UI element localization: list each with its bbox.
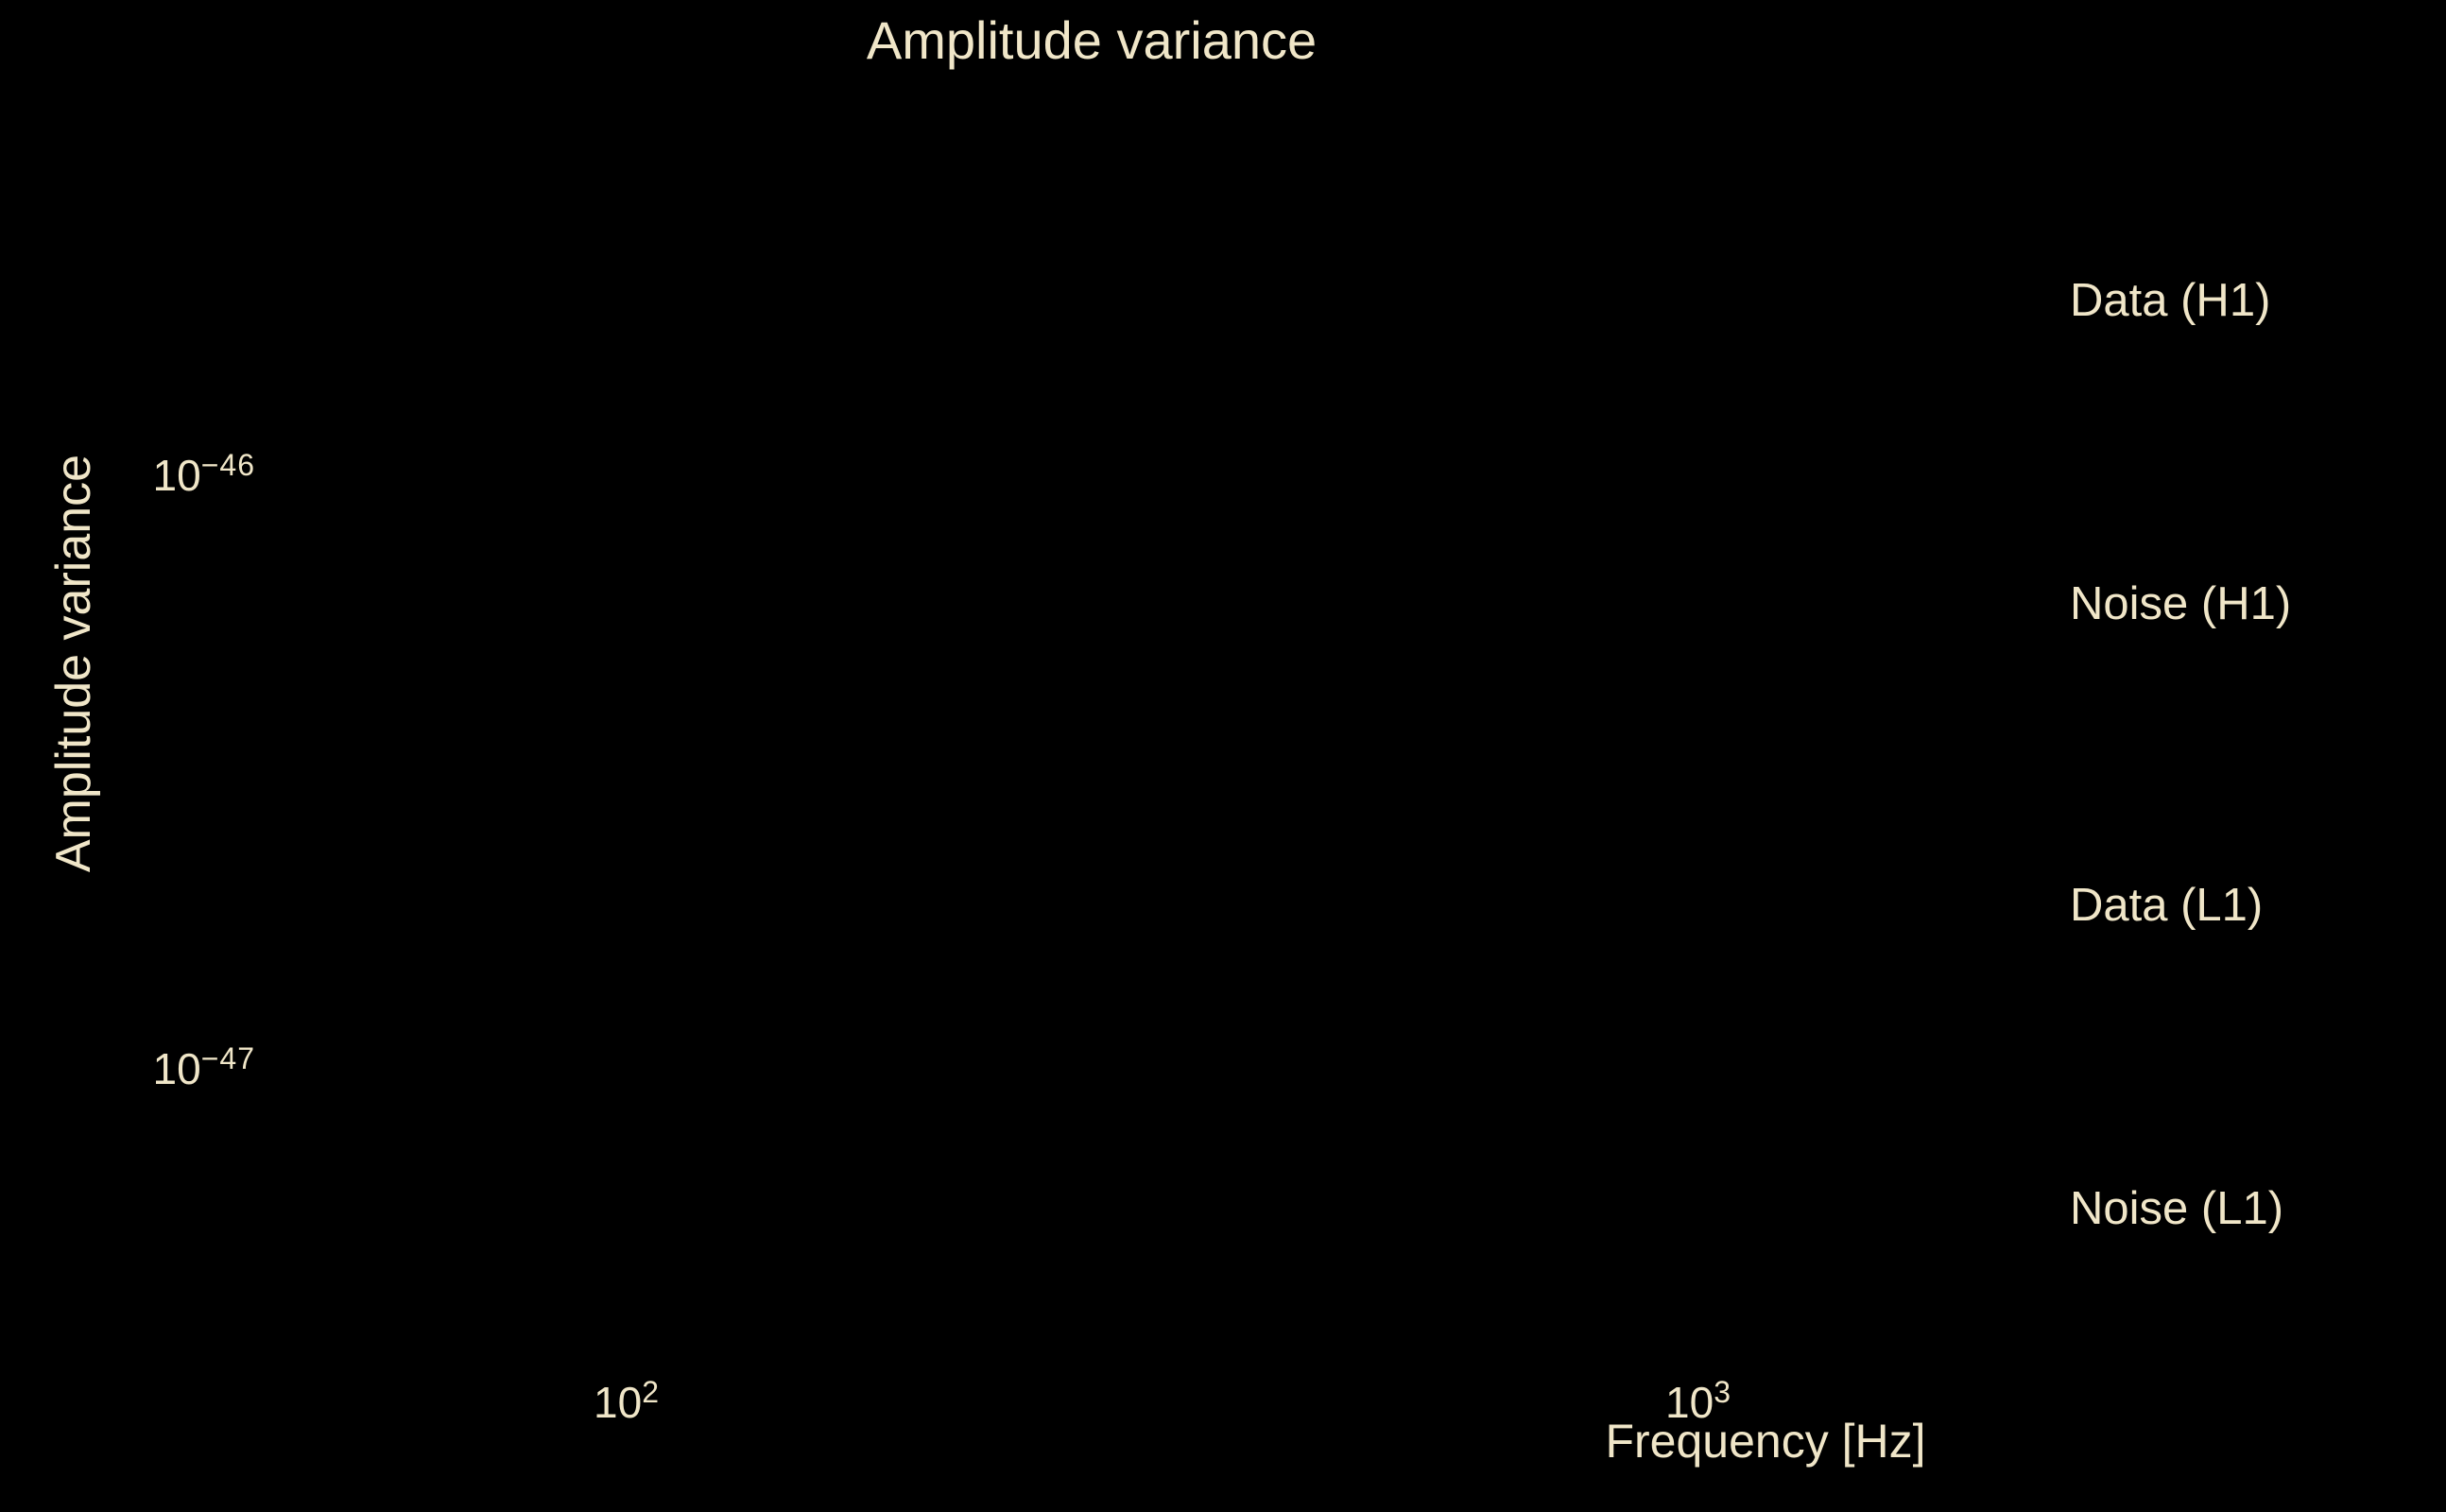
legend-item-noise-l1: Noise (L1)	[1972, 1176, 2444, 1242]
legend-item-data-l1: Data (L1)	[1972, 872, 2444, 938]
legend-item-noise-h1: Noise (H1)	[1972, 571, 2444, 637]
chart-title: Amplitude variance	[866, 10, 1318, 70]
legend-label: Data (H1)	[2070, 275, 2271, 326]
legend-label: Data (L1)	[2070, 880, 2264, 931]
y-tick-label-1e-47: 10−47	[152, 1041, 255, 1093]
legend-line-sample	[1972, 298, 2053, 304]
y-tick-label-1e-46: 10−46	[152, 448, 255, 500]
legend-line-sample	[1972, 1206, 2053, 1212]
legend-line-sample	[1972, 601, 2053, 608]
legend-label: Noise (L1)	[2070, 1183, 2284, 1234]
legend-item-data-h1: Data (H1)	[1972, 267, 2444, 334]
x-tick-label-100: 102	[594, 1375, 660, 1427]
x-tick-label-1000: 103	[1665, 1375, 1731, 1427]
x-axis-label: Frequency [Hz]	[1605, 1415, 1926, 1468]
legend-line-sample	[1972, 902, 2053, 909]
legend-label: Noise (H1)	[2070, 578, 2292, 629]
